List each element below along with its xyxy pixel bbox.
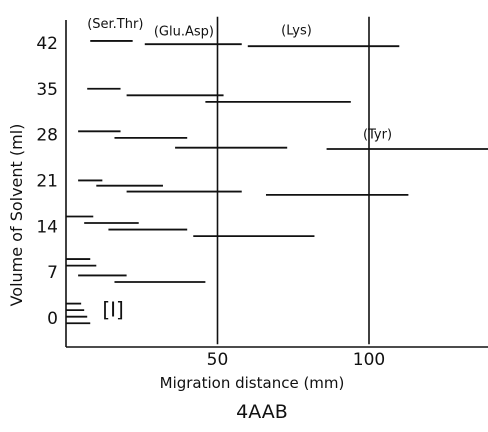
annotation-1: (Glu.Asp) xyxy=(154,25,214,40)
y-tick-label-28: 28 xyxy=(36,126,58,146)
chart-title: 4AAB xyxy=(236,401,288,423)
y-tick-label-42: 42 xyxy=(36,34,58,54)
x-tick-label-50: 50 xyxy=(207,350,229,370)
y-axis-label: Volume of Solvent (ml) xyxy=(7,124,26,307)
x-tick-label-100: 100 xyxy=(353,350,385,370)
x-axis-label: Migration distance (mm) xyxy=(160,374,345,392)
y-tick-label-0: 0 xyxy=(47,309,58,329)
annotation-0: (Ser.Thr) xyxy=(87,17,143,32)
y-tick-label-21: 21 xyxy=(36,171,58,191)
annotation-4: [I] xyxy=(102,298,124,322)
y-tick-label-14: 14 xyxy=(36,217,58,237)
annotation-2: (Lys) xyxy=(281,23,312,38)
annotation-3: (Tyr) xyxy=(363,128,392,143)
y-tick-label-35: 35 xyxy=(36,80,58,100)
y-tick-label-7: 7 xyxy=(47,263,58,283)
